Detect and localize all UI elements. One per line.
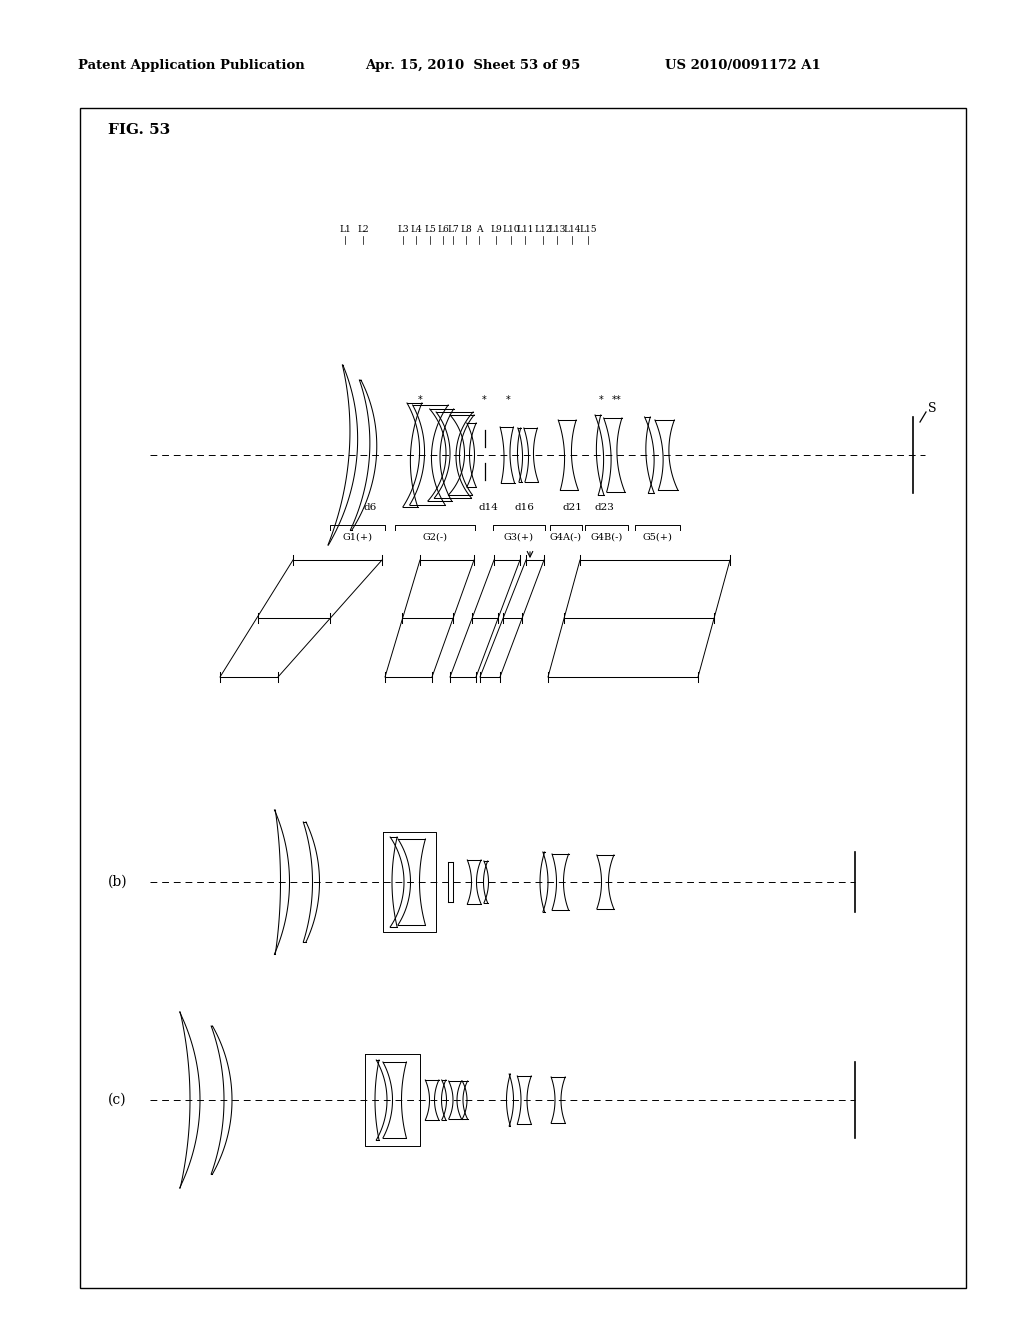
Text: L7: L7	[447, 226, 459, 235]
Text: G3(+): G3(+)	[504, 532, 534, 541]
Text: d6: d6	[364, 503, 377, 512]
Text: L13: L13	[548, 226, 565, 235]
Text: US 2010/0091172 A1: US 2010/0091172 A1	[665, 58, 821, 71]
Text: *: *	[506, 395, 510, 405]
Bar	[80, 108, 966, 1288]
Text: S: S	[928, 401, 937, 414]
Text: *: *	[418, 395, 422, 405]
Text: L10: L10	[502, 226, 520, 235]
Text: FIG. 53: FIG. 53	[108, 123, 170, 137]
Text: L8: L8	[460, 226, 472, 235]
Text: L4: L4	[411, 226, 422, 235]
Text: *: *	[481, 395, 486, 405]
Text: G1(+): G1(+)	[342, 532, 373, 541]
Text: d23: d23	[594, 503, 614, 512]
Text: G2(-): G2(-)	[423, 532, 447, 541]
Text: d21: d21	[562, 503, 582, 512]
Text: (c): (c)	[108, 1093, 127, 1107]
Text: Patent Application Publication: Patent Application Publication	[78, 58, 305, 71]
Text: *: *	[611, 395, 616, 405]
Text: G4A(-): G4A(-)	[550, 532, 582, 541]
Text: G5(+): G5(+)	[643, 532, 673, 541]
Text: *: *	[615, 395, 621, 405]
Text: L12: L12	[535, 226, 552, 235]
Text: L5: L5	[424, 226, 436, 235]
Text: Apr. 15, 2010  Sheet 53 of 95: Apr. 15, 2010 Sheet 53 of 95	[365, 58, 581, 71]
Text: A: A	[476, 226, 482, 235]
Text: d16: d16	[514, 503, 534, 512]
Text: L15: L15	[580, 226, 597, 235]
Text: L2: L2	[357, 226, 369, 235]
Text: *: *	[599, 395, 603, 405]
Text: L6: L6	[437, 226, 449, 235]
Text: L14: L14	[563, 226, 581, 235]
Text: (b): (b)	[108, 875, 128, 888]
Text: d14: d14	[478, 503, 498, 512]
Text: L3: L3	[397, 226, 409, 235]
Text: L9: L9	[490, 226, 502, 235]
Text: L1: L1	[339, 226, 351, 235]
Text: G4B(-): G4B(-)	[591, 532, 623, 541]
Text: L11: L11	[516, 226, 534, 235]
